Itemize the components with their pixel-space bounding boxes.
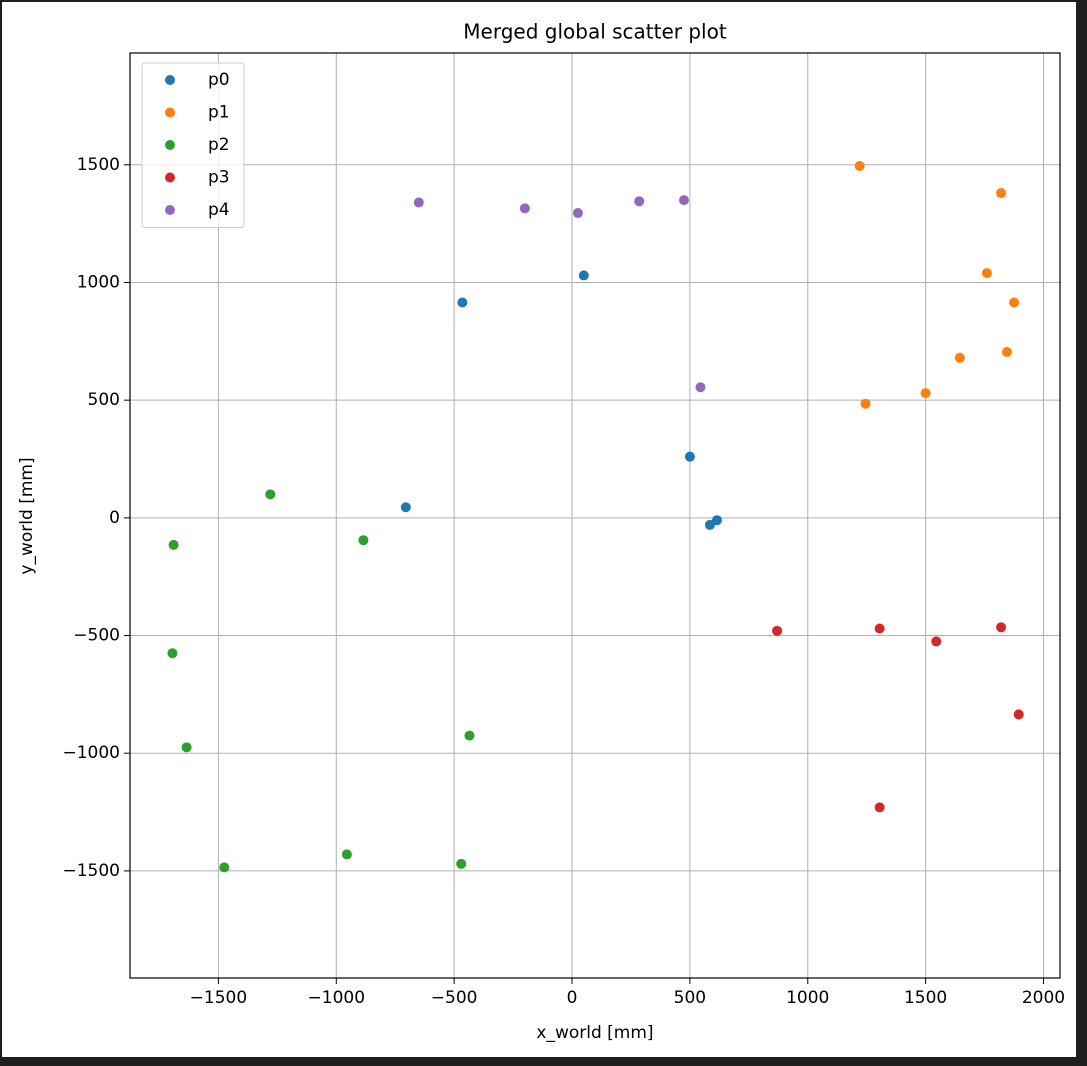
legend-marker <box>165 172 175 183</box>
point <box>920 388 931 399</box>
point <box>981 268 992 279</box>
point <box>219 862 230 873</box>
legend: p0 p1 p2 p3 p4 <box>141 62 245 228</box>
point <box>181 742 192 753</box>
point <box>464 730 475 741</box>
x-tick-label: 0 <box>567 988 578 1008</box>
point <box>265 489 276 500</box>
point <box>358 535 369 546</box>
y-tick-label: −500 <box>73 626 120 646</box>
point <box>954 352 965 363</box>
x-tick-label: −1500 <box>190 988 248 1008</box>
x-tick-label: −500 <box>431 988 478 1008</box>
point <box>684 451 695 462</box>
legend-marker <box>165 107 175 118</box>
point <box>572 208 583 219</box>
point <box>1013 709 1024 720</box>
x-tick-label: −1000 <box>308 988 366 1008</box>
point <box>711 515 722 526</box>
legend-marker <box>165 140 175 150</box>
point <box>996 622 1007 633</box>
y-axis-label: y_world [mm] <box>17 457 37 574</box>
x-tick-label: 1500 <box>904 988 947 1008</box>
point <box>578 270 589 281</box>
legend-label: p3 <box>208 168 230 188</box>
point <box>400 502 411 513</box>
point <box>931 636 942 647</box>
x-axis-label: x_world [mm] <box>536 1023 653 1043</box>
point <box>168 539 179 550</box>
point <box>456 858 467 869</box>
point <box>854 160 865 171</box>
chart-title: Merged global scatter plot <box>463 20 727 44</box>
point <box>996 188 1007 199</box>
plot-frame <box>129 52 1061 979</box>
x-tick-label: 1000 <box>786 988 829 1008</box>
legend-label: p2 <box>208 135 230 155</box>
legend-marker <box>165 75 175 85</box>
y-tick-label: −1500 <box>62 861 120 881</box>
point <box>341 849 352 860</box>
point <box>772 625 783 636</box>
y-tick-label: 1000 <box>77 272 120 292</box>
point <box>1009 297 1020 308</box>
point <box>519 203 530 214</box>
point <box>634 196 645 207</box>
point <box>678 195 689 206</box>
point <box>874 802 885 813</box>
x-tick-label: 2000 <box>1022 988 1065 1008</box>
point <box>860 398 871 409</box>
legend-label: p4 <box>208 200 230 220</box>
y-tick-label: 0 <box>109 508 120 528</box>
point <box>874 623 885 634</box>
y-tick-label: 1500 <box>77 155 120 175</box>
legend-box <box>141 62 245 228</box>
point <box>167 648 178 659</box>
x-tick-label: 500 <box>674 988 706 1008</box>
legend-label: p1 <box>208 103 230 123</box>
legend-label: p0 <box>208 70 230 90</box>
y-tick-label: −1000 <box>62 743 120 763</box>
point <box>1001 346 1012 357</box>
point <box>695 382 706 393</box>
point <box>413 197 424 208</box>
legend-marker <box>165 205 175 215</box>
point <box>457 297 468 308</box>
point <box>704 519 715 530</box>
y-tick-label: 500 <box>88 390 120 410</box>
